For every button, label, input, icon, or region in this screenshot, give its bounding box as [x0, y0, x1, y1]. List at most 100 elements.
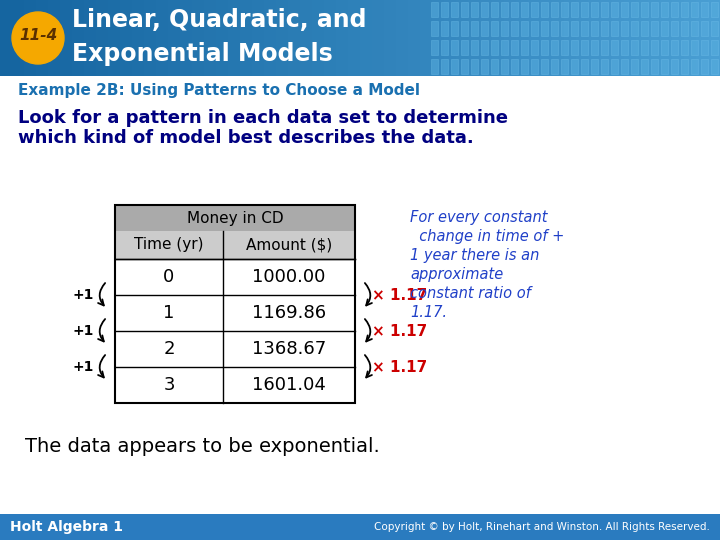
Bar [451, 21, 458, 36]
Bar [701, 40, 708, 55]
Bar [132, 0, 145, 76]
Bar [600, 0, 613, 76]
Bar [691, 2, 698, 17]
Bar [0, 0, 13, 76]
Bar [528, 0, 541, 76]
Bar [551, 40, 558, 55]
Bar [36, 0, 49, 76]
Text: 1368.67: 1368.67 [252, 340, 326, 358]
Bar [581, 2, 588, 17]
Bar [611, 59, 618, 74]
Bar [696, 0, 709, 76]
Bar [408, 0, 421, 76]
Bar [551, 2, 558, 17]
Bar [711, 40, 718, 55]
Bar [204, 0, 217, 76]
Bar [531, 40, 538, 55]
Text: approximate: approximate [410, 267, 503, 282]
Text: Look for a pattern in each data set to determine: Look for a pattern in each data set to d… [18, 109, 508, 127]
Bar [711, 2, 718, 17]
Bar [681, 2, 688, 17]
Bar [631, 21, 638, 36]
Text: × 1.17: × 1.17 [372, 323, 428, 339]
Bar [521, 2, 528, 17]
Bar [461, 21, 468, 36]
Bar [571, 59, 578, 74]
Bar [691, 59, 698, 74]
Bar [481, 40, 488, 55]
Text: Example 2B: Using Patterns to Choose a Model: Example 2B: Using Patterns to Choose a M… [18, 84, 420, 98]
Text: Linear, Quadratic, and: Linear, Quadratic, and [72, 8, 366, 32]
Bar [531, 21, 538, 36]
Bar [651, 59, 658, 74]
Bar [591, 40, 598, 55]
Bar [611, 40, 618, 55]
Bar [671, 21, 678, 36]
Bar [711, 59, 718, 74]
Bar [115, 231, 355, 259]
Bar [461, 40, 468, 55]
Bar [432, 0, 445, 76]
Bar [681, 40, 688, 55]
Bar [216, 0, 229, 76]
Text: 1169.86: 1169.86 [252, 304, 326, 322]
Bar [180, 0, 193, 76]
Text: × 1.17: × 1.17 [372, 287, 428, 302]
Bar [481, 2, 488, 17]
Text: 1601.04: 1601.04 [252, 376, 326, 394]
Bar [671, 2, 678, 17]
Bar [581, 59, 588, 74]
Text: +1: +1 [72, 288, 94, 302]
Bar [504, 0, 517, 76]
Bar [264, 0, 277, 76]
Text: 1 year there is an: 1 year there is an [410, 248, 539, 263]
Bar [168, 0, 181, 76]
Bar [660, 0, 673, 76]
Bar [115, 205, 355, 403]
Bar [601, 59, 608, 74]
Bar [552, 0, 565, 76]
Bar [492, 0, 505, 76]
Text: Amount ($): Amount ($) [246, 238, 332, 253]
Bar [441, 21, 448, 36]
Bar [661, 21, 668, 36]
Bar [701, 2, 708, 17]
Bar [691, 40, 698, 55]
Bar [511, 40, 518, 55]
Bar [672, 0, 685, 76]
Bar [501, 21, 508, 36]
Bar [252, 0, 265, 76]
Bar [601, 21, 608, 36]
Bar [641, 59, 648, 74]
Bar [451, 59, 458, 74]
Bar [276, 0, 289, 76]
Bar [471, 40, 478, 55]
Bar [481, 59, 488, 74]
Bar [461, 59, 468, 74]
Bar [591, 21, 598, 36]
Bar [501, 40, 508, 55]
Bar [0, 514, 720, 540]
Bar [591, 2, 598, 17]
Text: +1: +1 [72, 324, 94, 338]
Bar [588, 0, 601, 76]
Bar [491, 2, 498, 17]
Bar [636, 0, 649, 76]
Bar [591, 59, 598, 74]
Bar [711, 21, 718, 36]
Bar [441, 40, 448, 55]
Bar [541, 59, 548, 74]
Bar [192, 0, 205, 76]
Bar [701, 21, 708, 36]
Bar [571, 40, 578, 55]
Bar [541, 21, 548, 36]
Bar [396, 0, 409, 76]
Bar [348, 0, 361, 76]
Bar [651, 40, 658, 55]
Bar [561, 40, 568, 55]
Bar [240, 0, 253, 76]
Bar [611, 21, 618, 36]
Bar [516, 0, 529, 76]
Bar [471, 2, 478, 17]
Bar [641, 21, 648, 36]
